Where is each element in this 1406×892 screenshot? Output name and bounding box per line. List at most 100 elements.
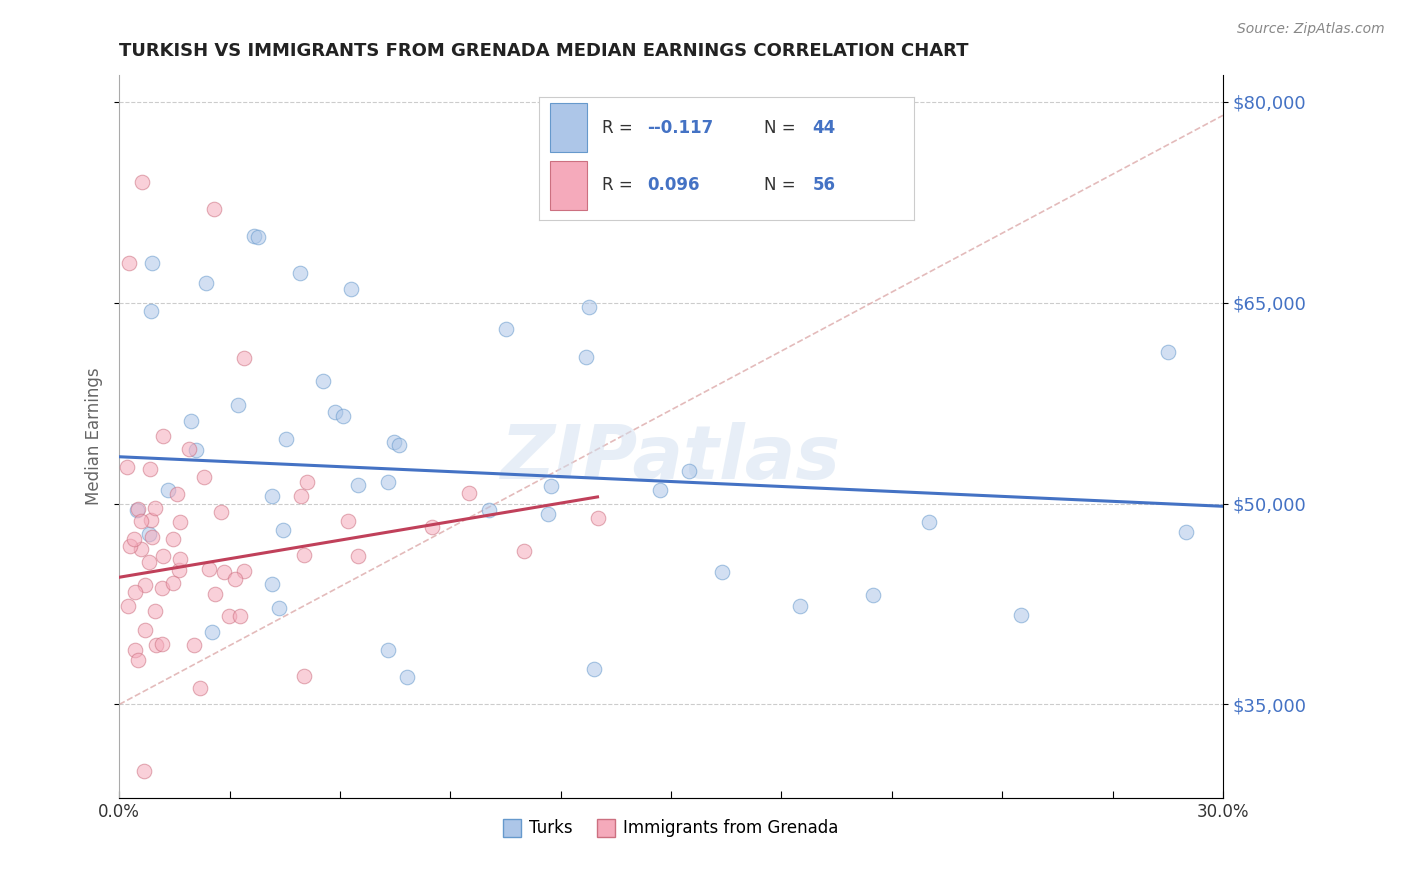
Point [323, 405, 346, 419]
Point [169, 563, 191, 577]
Point [218, 608, 240, 623]
Point [131, 514, 153, 528]
Point [243, 228, 266, 243]
Point [247, 230, 270, 244]
Point [138, 555, 160, 569]
Point [184, 442, 207, 457]
Point [290, 489, 312, 503]
Point [396, 670, 419, 684]
Point [150, 581, 173, 595]
Point [537, 507, 560, 521]
Point [193, 470, 215, 484]
Point [917, 515, 939, 529]
Point [169, 515, 191, 529]
Point [145, 638, 167, 652]
Point [120, 539, 142, 553]
Point [347, 478, 370, 492]
Text: Source: ZipAtlas.com: Source: ZipAtlas.com [1237, 22, 1385, 37]
Point [131, 175, 153, 189]
Point [224, 572, 246, 586]
Point [139, 513, 162, 527]
Point [710, 566, 733, 580]
Text: TURKISH VS IMMIGRANTS FROM GRENADA MEDIAN EARNINGS CORRELATION CHART: TURKISH VS IMMIGRANTS FROM GRENADA MEDIA… [120, 42, 969, 60]
Point [271, 524, 294, 538]
Point [540, 478, 562, 492]
Point [678, 464, 700, 478]
Point [336, 514, 359, 528]
Point [274, 432, 297, 446]
Point [267, 600, 290, 615]
Point [388, 438, 411, 452]
Point [789, 599, 811, 614]
Point [118, 255, 141, 269]
Point [166, 487, 188, 501]
Point [226, 398, 249, 412]
Point [138, 462, 160, 476]
Legend: Turks, Immigrants from Grenada: Turks, Immigrants from Grenada [498, 813, 845, 844]
Point [377, 642, 399, 657]
Point [188, 681, 211, 695]
Point [1010, 607, 1032, 622]
Point [292, 548, 315, 562]
Point [420, 520, 443, 534]
Point [198, 561, 221, 575]
Point [169, 552, 191, 566]
Point [377, 475, 399, 489]
Point [122, 532, 145, 546]
Point [495, 322, 517, 336]
Point [290, 266, 312, 280]
Point [260, 490, 283, 504]
Point [152, 549, 174, 564]
Point [209, 505, 232, 519]
Point [578, 300, 600, 314]
Point [127, 503, 149, 517]
Point [129, 541, 152, 556]
Point [179, 442, 201, 456]
Point [312, 374, 335, 388]
Point [157, 483, 180, 497]
Point [134, 623, 156, 637]
Point [134, 578, 156, 592]
Point [204, 586, 226, 600]
Point [212, 565, 235, 579]
Point [575, 351, 598, 365]
Point [138, 526, 160, 541]
Point [648, 483, 671, 497]
Point [152, 429, 174, 443]
Point [346, 549, 368, 564]
Text: ZIPatlas: ZIPatlas [501, 422, 841, 495]
Point [382, 434, 405, 449]
Point [513, 543, 536, 558]
Point [139, 304, 162, 318]
Point [183, 638, 205, 652]
Point [229, 608, 252, 623]
Point [124, 585, 146, 599]
Point [202, 202, 225, 216]
Point [143, 501, 166, 516]
Point [150, 637, 173, 651]
Point [262, 577, 284, 591]
Point [1157, 345, 1180, 359]
Point [124, 642, 146, 657]
Point [145, 604, 167, 618]
Point [180, 414, 202, 428]
Point [295, 475, 318, 489]
Point [127, 653, 149, 667]
Point [332, 409, 354, 424]
Point [586, 511, 609, 525]
Point [162, 532, 184, 546]
Point [340, 282, 363, 296]
Y-axis label: Median Earnings: Median Earnings [86, 368, 103, 506]
Point [478, 503, 501, 517]
Point [862, 588, 884, 602]
Point [583, 662, 606, 676]
Point [233, 565, 256, 579]
Point [195, 277, 218, 291]
Point [457, 486, 479, 500]
Point [201, 625, 224, 640]
Point [141, 255, 163, 269]
Point [115, 460, 138, 475]
Point [141, 530, 163, 544]
Point [233, 351, 256, 365]
Point [292, 669, 315, 683]
